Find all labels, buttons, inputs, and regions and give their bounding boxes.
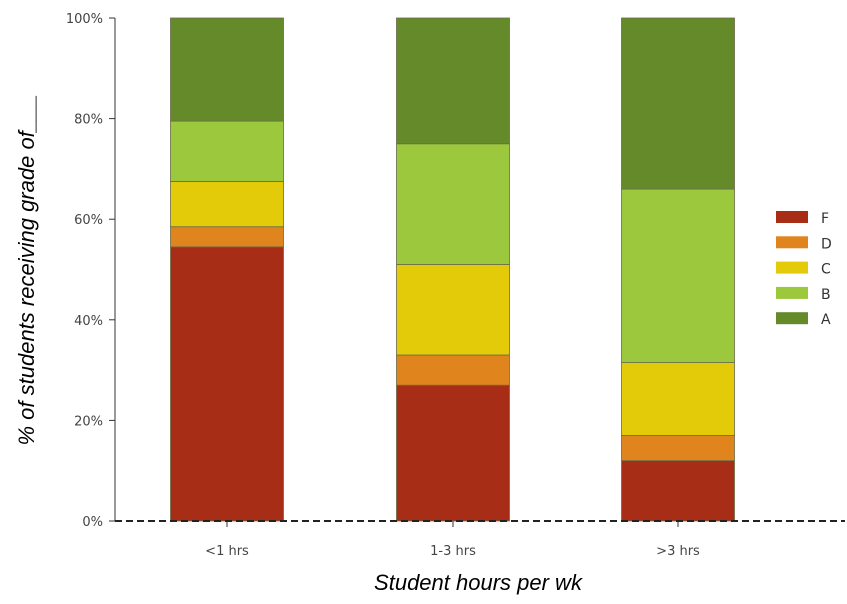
legend-label-a: A: [821, 312, 831, 328]
x-tick-label: 1-3 hrs: [430, 544, 476, 559]
bar-segment-a-2: [621, 17, 735, 190]
x-tick-label: >3 hrs: [656, 544, 700, 559]
legend-swatch-c: [776, 261, 808, 274]
bar-segment-d-2: [621, 435, 735, 462]
bar-segment-c-1: [396, 264, 510, 356]
y-tick-label: 100%: [66, 12, 103, 27]
x-axis-title: Student hours per wk: [374, 570, 583, 595]
bar-segment-c-2: [621, 362, 735, 436]
bar-segment-d-0: [170, 226, 284, 248]
legend-label-c: C: [821, 262, 831, 278]
bar-segment-b-1: [396, 143, 510, 265]
x-axis: <1 hrs 1-3 hrs >3 hrs: [205, 521, 700, 559]
legend-label-f: F: [821, 211, 829, 227]
legend-label-b: B: [821, 287, 831, 303]
bar-group: [170, 17, 735, 522]
bar-segment-a-1: [396, 17, 510, 145]
bar-segment-c-0: [170, 181, 284, 228]
y-axis: 0% 20% 40% 60% 80% 100%: [66, 12, 116, 530]
y-tick-label: 20%: [74, 414, 103, 429]
bar-segment-d-1: [396, 354, 510, 386]
bar-segment-f-0: [170, 246, 284, 522]
bar-segment-b-2: [621, 188, 735, 363]
legend-swatch-a: [776, 312, 808, 325]
legend-swatch-b: [776, 286, 808, 299]
y-tick-label: 40%: [74, 314, 103, 329]
bar-segment-f-1: [396, 384, 510, 522]
y-tick-label: 80%: [74, 113, 103, 128]
legend-swatch-d: [776, 236, 808, 249]
y-tick-label: 60%: [74, 213, 103, 228]
bar-segment-a-0: [170, 17, 284, 122]
bar-segment-f-2: [621, 460, 735, 522]
legend-label-d: D: [821, 236, 832, 252]
y-axis-title: % of students receiving grade of___: [14, 94, 39, 445]
y-tick-label: 0%: [82, 515, 103, 530]
x-tick-label: <1 hrs: [205, 544, 249, 559]
legend-swatch-f: [776, 211, 808, 223]
bar-segment-b-0: [170, 120, 284, 182]
